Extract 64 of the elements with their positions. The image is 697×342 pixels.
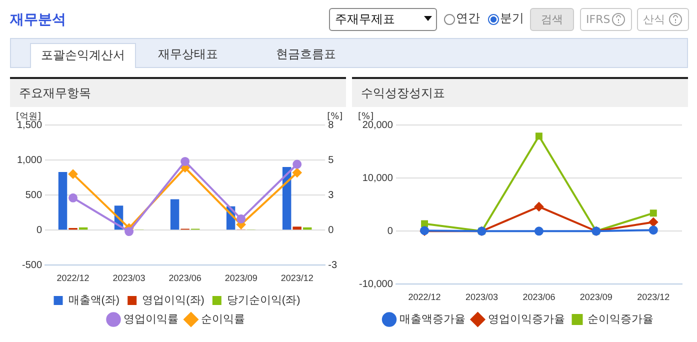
x-tick-label: 2023/12 (280, 273, 314, 284)
x-tick-label: 2023/06 (522, 292, 556, 302)
y-tick-label: -500 (22, 260, 42, 271)
point (292, 160, 302, 169)
legend-label: 순이익률 (201, 314, 245, 326)
legend-label: 당기순이익(좌) (226, 294, 300, 307)
legend-label: 영업이익증가율 (488, 314, 565, 326)
x-tick-label: 2023/12 (637, 292, 670, 302)
text: 재무분석 (10, 11, 66, 29)
y2-axis-title: [%] (327, 112, 343, 122)
y2-tick-label: -3 (328, 260, 338, 271)
text: 분기 (500, 10, 524, 27)
point (648, 218, 658, 227)
y2-tick-label: 0 (328, 224, 334, 236)
point (124, 227, 134, 236)
text: 연간 (456, 10, 480, 27)
y2-tick-label: 8 (328, 120, 334, 131)
point (68, 193, 78, 202)
point (534, 226, 544, 236)
y-tick-label: 1,500 (16, 120, 42, 131)
x-tick-label: 2023/03 (465, 292, 498, 302)
point (292, 168, 302, 178)
x-tick-label: 2023/09 (580, 292, 612, 302)
chart-title: 주요재무항목 (10, 79, 346, 107)
legend-label: 매출액증가율 (399, 314, 466, 326)
legend-label: 영업이익(좌) (142, 294, 204, 307)
point (236, 214, 246, 224)
bar (292, 226, 302, 230)
y2-tick-label: 3 (328, 190, 334, 201)
chart-title: 수익성장성지표 (352, 79, 688, 107)
y-tick-label: 20,000 (362, 120, 394, 131)
bar (58, 172, 68, 230)
text: 주재무제표 (329, 8, 437, 31)
point (650, 210, 657, 217)
point (535, 132, 542, 140)
y-axis-title: [억원] (16, 112, 42, 122)
point (534, 202, 544, 212)
point (648, 226, 658, 235)
legend-label: 영업이익률 (124, 314, 178, 326)
text: 현금흐름표 (275, 46, 337, 63)
point (421, 220, 428, 228)
text: IFRS (580, 8, 632, 31)
y-tick-label: 0 (387, 226, 394, 237)
x-tick-label: 2022/12 (56, 273, 90, 284)
y-tick-label: 0 (36, 224, 42, 236)
text: 재무상태표 (157, 46, 219, 63)
x-tick-label: 2023/03 (112, 273, 146, 284)
y-tick-label: 1,000 (16, 154, 42, 166)
text: 포괄손익계산서 (30, 43, 136, 68)
legend-label: 순이익증가율 (587, 314, 654, 326)
y-axis-title: [%] (358, 112, 374, 122)
y-tick-label: -10,000 (358, 278, 394, 290)
text: 검색 (530, 8, 574, 31)
x-tick-label: 2023/06 (168, 273, 202, 284)
point (68, 170, 78, 179)
y2-tick-label: 5 (328, 154, 334, 166)
y-tick-label: 500 (25, 190, 42, 201)
text: 산식 (637, 8, 689, 31)
point (180, 156, 190, 166)
y-tick-label: 10,000 (362, 172, 394, 184)
x-tick-label: 2022/12 (408, 292, 441, 302)
legend-label: 매출액(좌) (68, 294, 120, 307)
bar (170, 199, 180, 230)
x-tick-label: 2023/09 (224, 273, 258, 284)
